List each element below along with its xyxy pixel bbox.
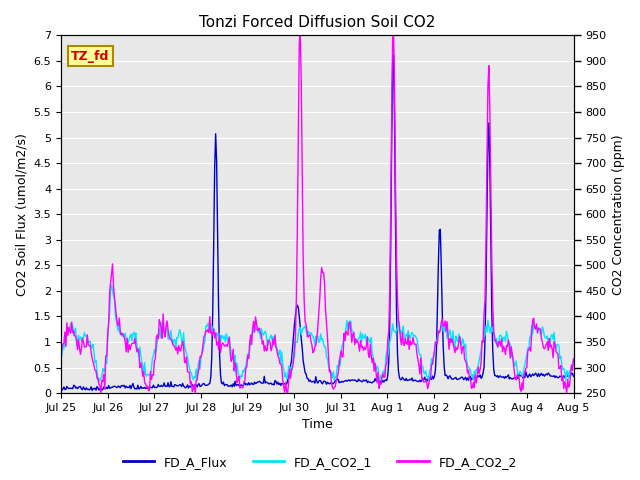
FD_A_CO2_1: [154, 339, 161, 345]
FD_A_CO2_2: [364, 334, 371, 340]
FD_A_CO2_2: [233, 379, 241, 385]
FD_A_Flux: [116, 384, 124, 390]
FD_A_CO2_2: [527, 348, 534, 354]
Line: FD_A_CO2_2: FD_A_CO2_2: [61, 36, 573, 393]
FD_A_CO2_1: [547, 341, 554, 347]
FD_A_CO2_1: [234, 369, 242, 375]
FD_A_Flux: [390, 52, 397, 58]
FD_A_Flux: [154, 384, 161, 390]
Y-axis label: CO2 Soil Flux (umol/m2/s): CO2 Soil Flux (umol/m2/s): [15, 133, 28, 296]
Text: TZ_fd: TZ_fd: [71, 49, 109, 63]
X-axis label: Time: Time: [302, 419, 333, 432]
FD_A_CO2_1: [527, 335, 534, 340]
FD_A_Flux: [527, 374, 534, 380]
FD_A_Flux: [570, 373, 577, 379]
FD_A_CO2_1: [116, 323, 124, 329]
FD_A_CO2_2: [570, 356, 577, 361]
FD_A_CO2_1: [364, 334, 371, 339]
FD_A_CO2_2: [296, 33, 304, 38]
FD_A_CO2_1: [57, 353, 65, 359]
FD_A_Flux: [362, 377, 370, 383]
Title: Tonzi Forced Diffusion Soil CO2: Tonzi Forced Diffusion Soil CO2: [199, 15, 435, 30]
Legend: FD_A_Flux, FD_A_CO2_1, FD_A_CO2_2: FD_A_Flux, FD_A_CO2_1, FD_A_CO2_2: [118, 451, 522, 474]
FD_A_CO2_1: [570, 357, 577, 362]
FD_A_Flux: [57, 387, 65, 393]
Line: FD_A_Flux: FD_A_Flux: [61, 55, 573, 391]
FD_A_CO2_2: [547, 344, 554, 350]
Line: FD_A_CO2_1: FD_A_CO2_1: [61, 285, 573, 380]
FD_A_CO2_2: [116, 315, 124, 321]
Y-axis label: CO2 Concentration (ppm): CO2 Concentration (ppm): [612, 134, 625, 295]
FD_A_CO2_2: [57, 356, 65, 362]
FD_A_Flux: [233, 382, 241, 388]
FD_A_Flux: [547, 373, 554, 379]
FD_A_CO2_2: [97, 390, 105, 396]
FD_A_CO2_1: [193, 377, 201, 383]
FD_A_CO2_1: [108, 282, 115, 288]
FD_A_Flux: [88, 388, 96, 394]
FD_A_CO2_2: [154, 332, 161, 338]
